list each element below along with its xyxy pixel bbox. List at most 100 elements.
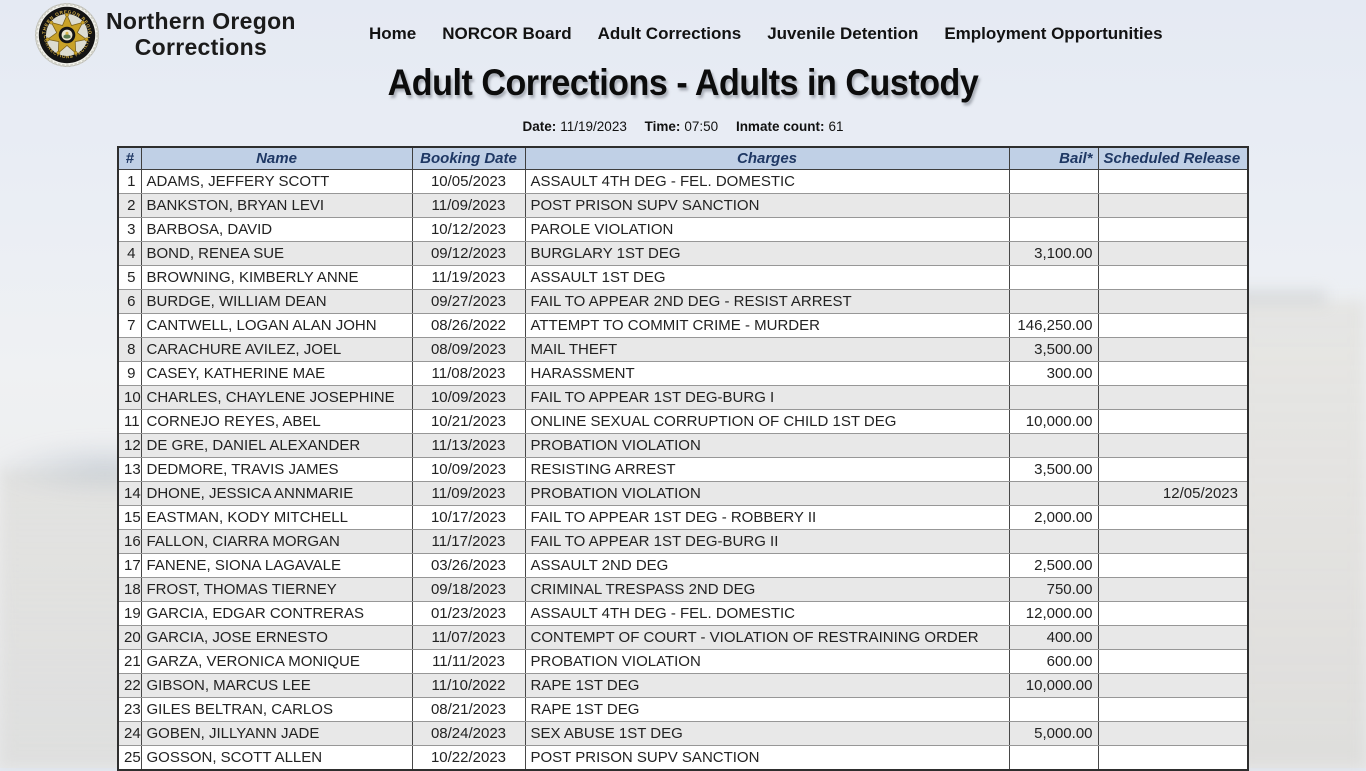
cell-name: FANENE, SIONA LAGAVALE <box>140 552 413 578</box>
cell-booking-date: 11/11/2023 <box>411 648 526 674</box>
cell-name: BROWNING, KIMBERLY ANNE <box>140 264 413 290</box>
cell-name: FALLON, CIARRA MORGAN <box>140 528 413 554</box>
nav-item-employment-opportunities[interactable]: Employment Opportunities <box>944 24 1163 43</box>
cell-scheduled-release <box>1097 576 1249 602</box>
cell-bail: 3,100.00 <box>1008 240 1099 266</box>
cell-scheduled-release <box>1097 456 1249 482</box>
cell-bail <box>1008 744 1099 770</box>
table-row: 2 BANKSTON, BRYAN LEVI 11/09/2023 POST PRIS… <box>117 192 1249 218</box>
cell-bail: 300.00 <box>1008 360 1099 386</box>
cell-number: 23 <box>117 696 142 722</box>
cell-bail <box>1008 480 1099 506</box>
cell-charges: RAPE 1ST DEG <box>524 672 1010 698</box>
cell-number: 24 <box>117 720 142 746</box>
cell-charges: MAIL THEFT <box>524 336 1010 362</box>
nav-item-adult-corrections[interactable]: Adult Corrections <box>597 24 742 43</box>
column-header-booking-date: Booking Date <box>411 146 526 170</box>
table-row: 7 CANTWELL, LOGAN ALAN JOHN 08/26/2022 ATTE… <box>117 312 1249 338</box>
cell-scheduled-release <box>1097 624 1249 650</box>
cell-charges: FAIL TO APPEAR 1ST DEG - ROBBERY II <box>524 504 1010 530</box>
cell-bail: 2,500.00 <box>1008 552 1099 578</box>
cell-number: 14 <box>117 480 142 506</box>
cell-booking-date: 10/09/2023 <box>411 456 526 482</box>
cell-scheduled-release <box>1097 240 1249 266</box>
cell-name: BARBOSA, DAVID <box>140 216 413 242</box>
cell-charges: RESISTING ARREST <box>524 456 1010 482</box>
column-header-scheduled-release: Scheduled Release <box>1097 146 1249 170</box>
cell-name: GARCIA, JOSE ERNESTO <box>140 624 413 650</box>
site-logo[interactable]: NORTHERN OREGON REGIONAL CORRECTIONS FAC… <box>32 0 100 68</box>
cell-bail <box>1008 192 1099 218</box>
cell-name: EASTMAN, KODY MITCHELL <box>140 504 413 530</box>
page-title: Adult Corrections - Adults in Custody <box>387 62 979 103</box>
cell-scheduled-release <box>1097 384 1249 410</box>
cell-booking-date: 11/19/2023 <box>411 264 526 290</box>
meta-time: Time: 07:50 <box>644 119 719 134</box>
cell-name: DEDMORE, TRAVIS JAMES <box>140 456 413 482</box>
cell-charges: ASSAULT 1ST DEG <box>524 264 1010 290</box>
cell-scheduled-release <box>1097 264 1249 290</box>
cell-scheduled-release <box>1097 216 1249 242</box>
cell-booking-date: 08/21/2023 <box>411 696 526 722</box>
cell-number: 11 <box>117 408 142 434</box>
cell-booking-date: 01/23/2023 <box>411 600 526 626</box>
cell-scheduled-release <box>1097 528 1249 554</box>
table-row: 5 BROWNING, KIMBERLY ANNE 11/19/2023 ASSAUL… <box>117 264 1249 290</box>
cell-booking-date: 10/17/2023 <box>411 504 526 530</box>
cell-number: 2 <box>117 192 142 218</box>
cell-charges: PROBATION VIOLATION <box>524 648 1010 674</box>
table-row: 12 DE GRE, DANIEL ALEXANDER 11/13/2023 PROB… <box>117 432 1249 458</box>
cell-scheduled-release <box>1097 552 1249 578</box>
cell-name: CHARLES, CHAYLENE JOSEPHINE <box>140 384 413 410</box>
main-nav: Home NORCOR Board Adult Corrections Juvenil… <box>369 24 1163 44</box>
table-row: 13 DEDMORE, TRAVIS JAMES 10/09/2023 RESISTI… <box>117 456 1249 482</box>
cell-name: BOND, RENEA SUE <box>140 240 413 266</box>
cell-bail <box>1008 264 1099 290</box>
cell-number: 22 <box>117 672 142 698</box>
cell-name: GIBSON, MARCUS LEE <box>140 672 413 698</box>
cell-scheduled-release <box>1097 600 1249 626</box>
cell-scheduled-release <box>1097 360 1249 386</box>
cell-booking-date: 11/08/2023 <box>411 360 526 386</box>
nav-item-norcor-board[interactable]: NORCOR Board <box>442 24 572 43</box>
cell-charges: ASSAULT 4TH DEG - FEL. DOMESTIC <box>524 600 1010 626</box>
inmate-roster-table: # Name Booking Date Charges Bail* Scheduled R… <box>117 146 1249 771</box>
cell-booking-date: 10/09/2023 <box>411 384 526 410</box>
cell-scheduled-release <box>1097 744 1249 770</box>
cell-booking-date: 11/09/2023 <box>411 480 526 506</box>
cell-bail: 10,000.00 <box>1008 672 1099 698</box>
cell-bail: 5,000.00 <box>1008 720 1099 746</box>
cell-name: GOBEN, JILLYANN JADE <box>140 720 413 746</box>
nav-item-home[interactable]: Home <box>369 24 417 43</box>
cell-charges: RAPE 1ST DEG <box>524 696 1010 722</box>
cell-scheduled-release <box>1097 672 1249 698</box>
cell-number: 7 <box>117 312 142 338</box>
cell-bail <box>1008 432 1099 458</box>
cell-charges: ONLINE SEXUAL CORRUPTION OF CHILD 1ST DE… <box>524 408 1010 434</box>
column-header-bail: Bail* <box>1008 146 1099 170</box>
nav-item-juvenile-detention[interactable]: Juvenile Detention <box>767 24 919 43</box>
cell-booking-date: 08/26/2022 <box>411 312 526 338</box>
cell-number: 21 <box>117 648 142 674</box>
cell-number: 12 <box>117 432 142 458</box>
cell-charges: ASSAULT 2ND DEG <box>524 552 1010 578</box>
table-header-row: # Name Booking Date Charges Bail* Scheduled R… <box>117 146 1249 170</box>
table-row: 10 CHARLES, CHAYLENE JOSEPHINE 10/09/2023 F… <box>117 384 1249 410</box>
cell-charges: FAIL TO APPEAR 1ST DEG-BURG I <box>524 384 1010 410</box>
cell-bail <box>1008 168 1099 194</box>
cell-name: BANKSTON, BRYAN LEVI <box>140 192 413 218</box>
table-row: 1 ADAMS, JEFFERY SCOTT 10/05/2023 ASSAULT 4… <box>117 168 1249 194</box>
cell-name: GOSSON, SCOTT ALLEN <box>140 744 413 770</box>
cell-booking-date: 10/12/2023 <box>411 216 526 242</box>
cell-bail: 3,500.00 <box>1008 336 1099 362</box>
cell-booking-date: 11/09/2023 <box>411 192 526 218</box>
cell-number: 20 <box>117 624 142 650</box>
cell-name: GARCIA, EDGAR CONTRERAS <box>140 600 413 626</box>
table-row: 6 BURDGE, WILLIAM DEAN 09/27/2023 FAIL TO A… <box>117 288 1249 314</box>
cell-charges: FAIL TO APPEAR 2ND DEG - RESIST ARREST <box>524 288 1010 314</box>
cell-scheduled-release <box>1097 504 1249 530</box>
table-row: 23 GILES BELTRAN, CARLOS 08/21/2023 RAPE 1S… <box>117 696 1249 722</box>
cell-name: CARACHURE AVILEZ, JOEL <box>140 336 413 362</box>
cell-bail <box>1008 696 1099 722</box>
table-row: 11 CORNEJO REYES, ABEL 10/21/2023 ONLINE SE… <box>117 408 1249 434</box>
